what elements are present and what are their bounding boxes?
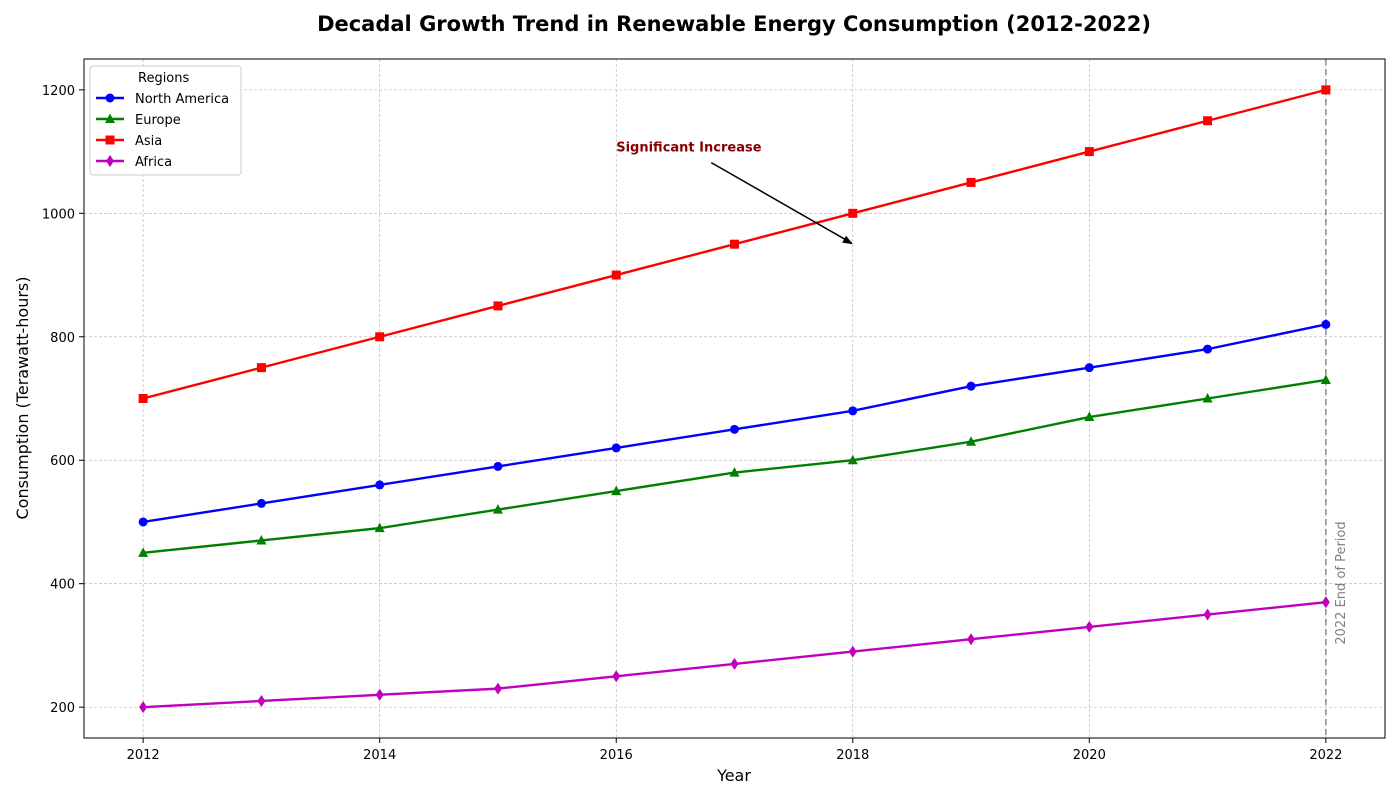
x-tick-label: 2020 (1073, 748, 1106, 763)
data-point (848, 645, 857, 658)
data-point (966, 436, 977, 446)
data-point (611, 485, 622, 496)
data-point (256, 363, 266, 373)
data-point (848, 406, 858, 416)
legend-item: Africa (96, 155, 172, 170)
legend-title: Regions (138, 71, 190, 86)
x-tick-label: 2022 (1309, 748, 1342, 763)
y-tick-label: 400 (50, 578, 75, 593)
y-tick-label: 800 (50, 331, 75, 346)
data-point (106, 155, 114, 167)
data-point (612, 670, 621, 683)
data-point (138, 547, 149, 557)
data-point (847, 454, 858, 465)
data-point (1203, 608, 1212, 621)
data-point (375, 688, 384, 701)
data-point (611, 270, 621, 280)
plot-frame (83, 58, 1386, 739)
legend-label: Asia (135, 134, 162, 149)
data-point (138, 517, 148, 527)
data-point (1084, 147, 1094, 157)
series-asia (138, 85, 1331, 403)
data-point (1321, 319, 1331, 329)
axes-layer: 2012 2014 2016 2018 2020 2022 200 400 600 800 1000… (42, 58, 1386, 763)
legend-label: Africa (135, 155, 172, 170)
data-point (729, 467, 740, 477)
data-point (611, 443, 621, 453)
data-point (1202, 393, 1213, 403)
data-point (966, 381, 976, 391)
end-of-period-label: 2022 End of Period (1334, 521, 1349, 644)
data-point (375, 480, 385, 490)
x-axis-label: Year (716, 766, 751, 785)
data-point (256, 534, 267, 545)
data-point (374, 522, 385, 533)
data-point (1203, 344, 1213, 354)
chart-title: Decadal Growth Trend in Renewable Energy… (317, 12, 1151, 36)
x-tick-label: 2014 (363, 748, 396, 763)
annotation-layer: Significant Increase (616, 141, 853, 245)
y-tick-label: 600 (50, 454, 75, 469)
data-point (138, 394, 148, 403)
legend: Regions North America Europe Asia Africa (89, 65, 242, 176)
series-layer (138, 85, 1331, 714)
data-point (257, 694, 266, 707)
data-point (967, 633, 976, 646)
data-point (139, 701, 148, 714)
annotation-arrow (710, 161, 853, 244)
data-point (105, 113, 115, 123)
x-tick-label: 2016 (600, 748, 633, 763)
series-africa (139, 596, 1330, 714)
data-point (1321, 596, 1330, 609)
data-point (730, 239, 739, 249)
y-tick-label: 200 (50, 701, 75, 716)
legend-item: Asia (96, 134, 162, 149)
x-tick-label: 2018 (836, 748, 869, 763)
legend-item: North America (96, 92, 229, 107)
data-point (730, 657, 739, 670)
annotation-text: Significant Increase (616, 141, 761, 156)
y-tick-label: 1000 (42, 207, 75, 222)
data-point (493, 301, 503, 311)
data-point (848, 208, 858, 218)
data-point (492, 504, 503, 514)
data-point (1203, 116, 1213, 126)
data-point (493, 461, 503, 471)
series-europe (138, 374, 1331, 557)
data-point (1320, 374, 1331, 384)
series-north-america (138, 319, 1331, 527)
legend-label: North America (135, 92, 229, 107)
data-point (966, 177, 976, 187)
data-point (1084, 363, 1094, 373)
data-point (493, 682, 502, 695)
legend-item: Europe (96, 113, 181, 128)
vline-layer: 2022 End of Period (1324, 59, 1349, 738)
data-point (105, 135, 115, 145)
y-tick-label: 1200 (42, 84, 75, 99)
data-point (1085, 620, 1094, 633)
data-point (730, 424, 739, 434)
data-point (1321, 85, 1331, 95)
legend-box (89, 65, 242, 176)
data-point (256, 498, 266, 508)
data-point (1084, 411, 1095, 422)
y-axis-label: Consumption (Terawatt-hours) (13, 276, 32, 519)
annotation-arrowhead (842, 235, 853, 245)
x-tick-label: 2012 (127, 748, 160, 763)
data-point (375, 332, 385, 342)
legend-label: Europe (135, 113, 181, 128)
data-point (105, 93, 115, 103)
